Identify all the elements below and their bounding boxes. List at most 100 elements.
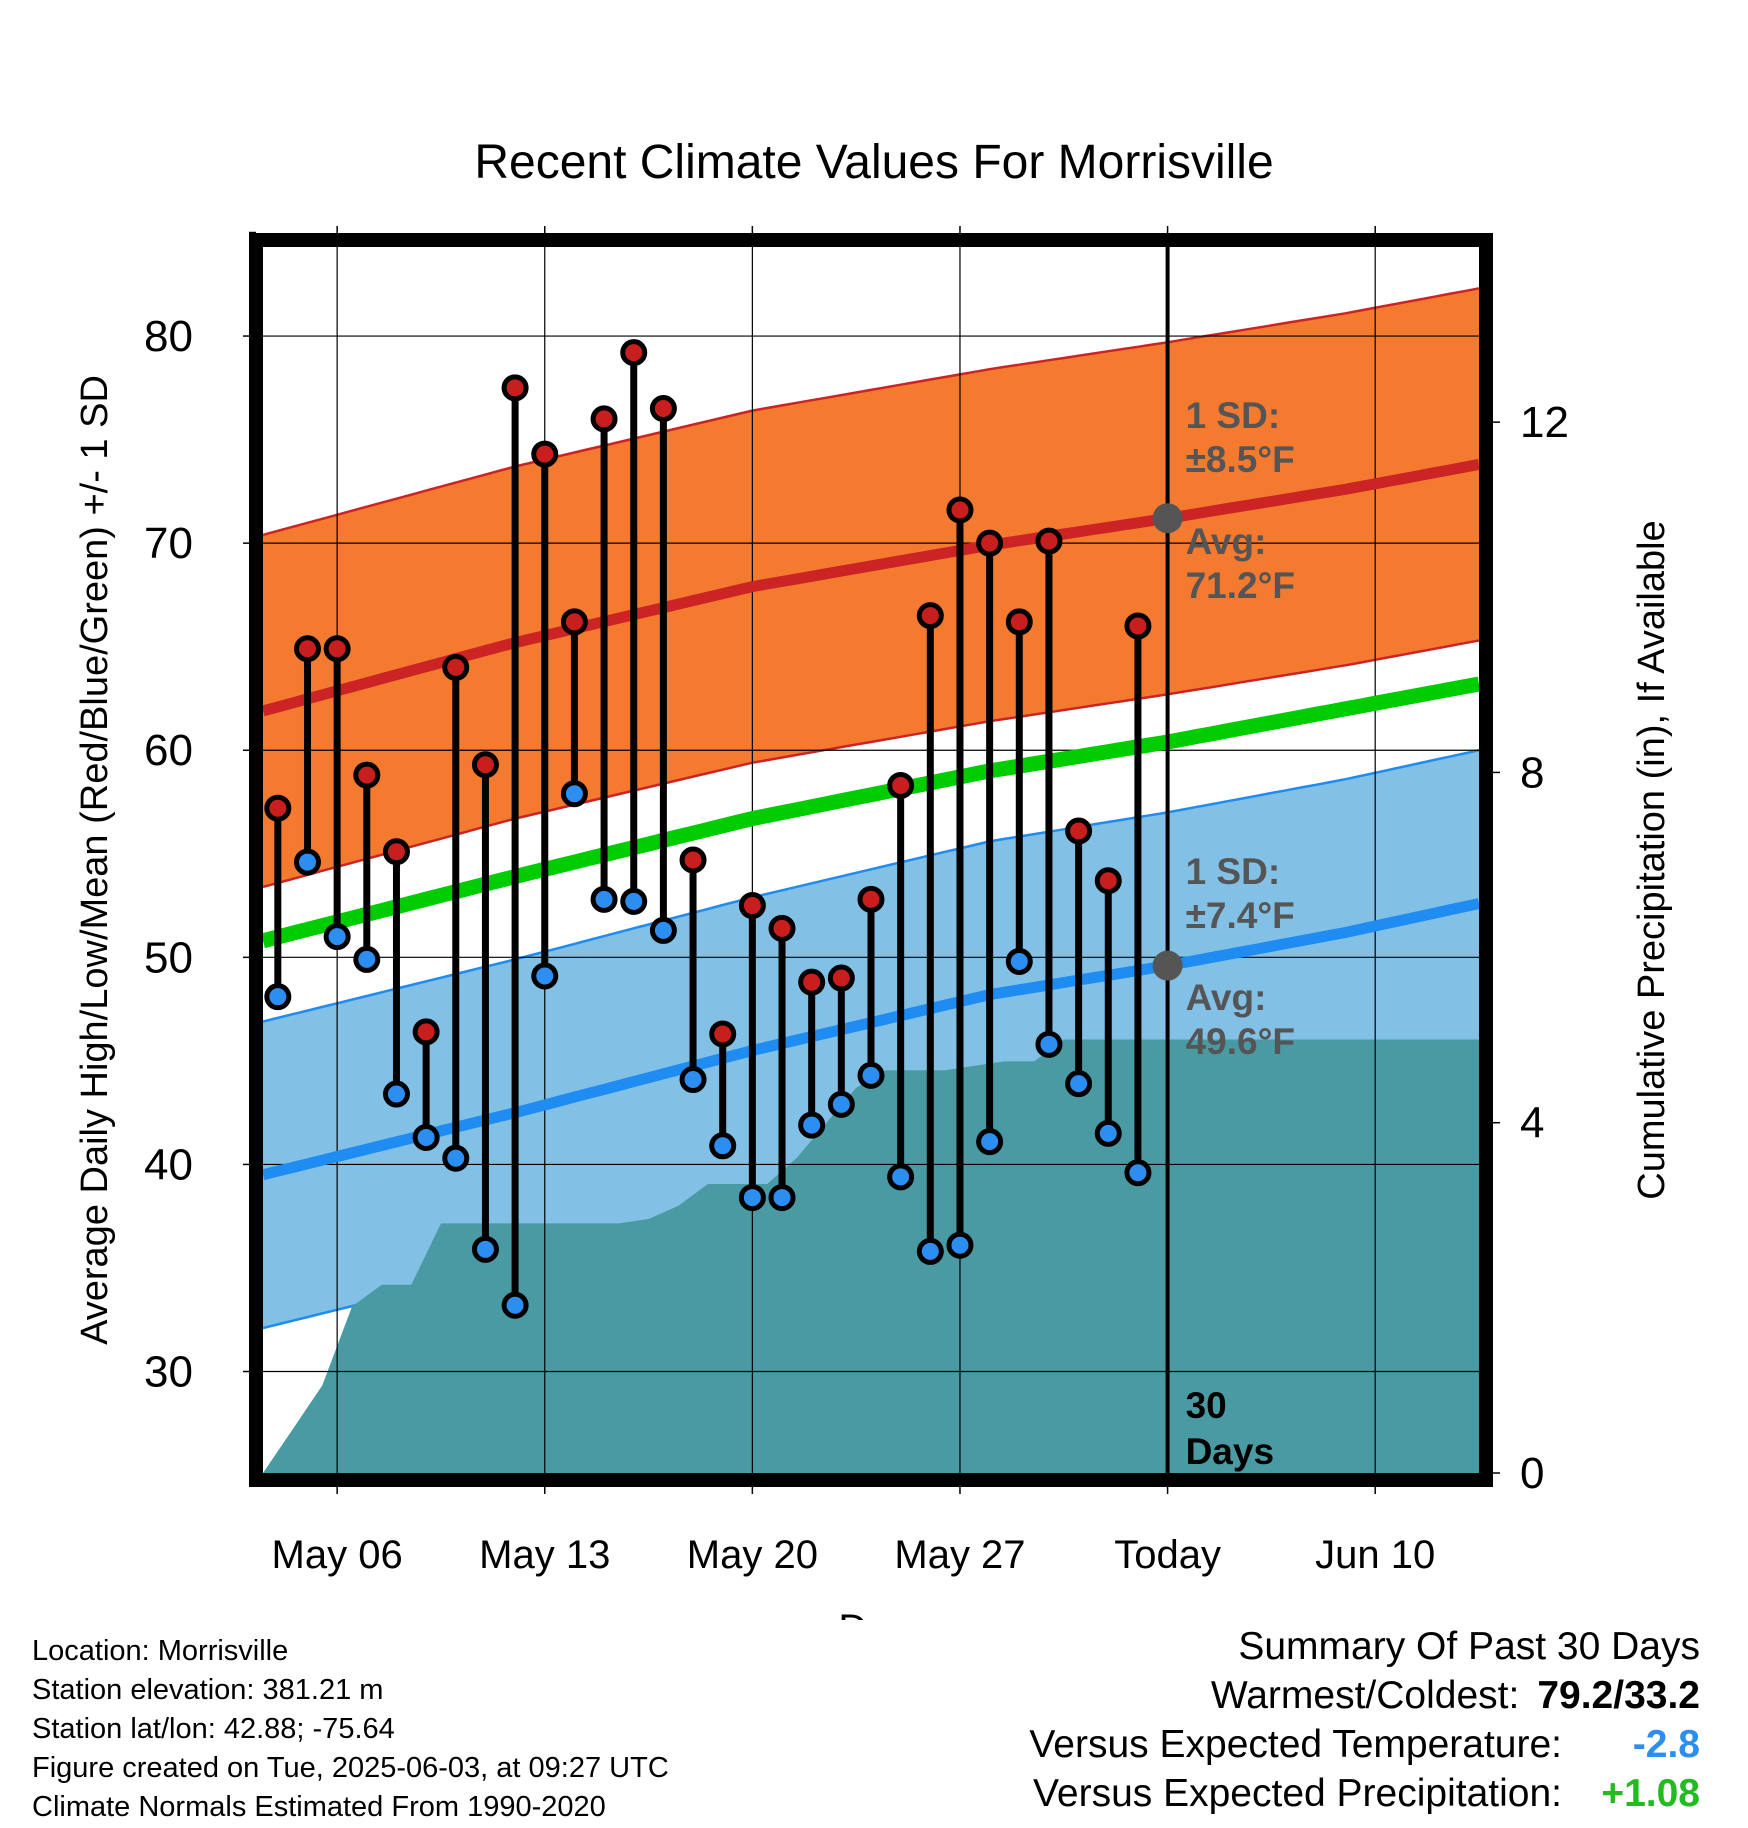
- latlon-text: Station lat/lon: 42.88; -75.64: [32, 1713, 395, 1745]
- x-tick-label: May 06: [272, 1533, 403, 1577]
- high-temp-point: [1065, 817, 1093, 845]
- high-temp-point: [946, 496, 974, 524]
- normal-high-sd-upper-line: [263, 287, 1479, 537]
- temperature-departure-label: Versus Expected Temperature:: [1029, 1723, 1562, 1766]
- low-temp-point: [1065, 1070, 1093, 1098]
- low-temp-point: [560, 780, 588, 808]
- high-temp-point: [620, 339, 648, 367]
- low-temp-point: [501, 1291, 529, 1319]
- precipitation-departure-row: Versus Expected Precipitation: +1.08: [1029, 1769, 1700, 1818]
- y-tick-label: 80: [144, 312, 193, 361]
- y2-tick-label: 8: [1520, 748, 1544, 797]
- low-temp-point: [679, 1066, 707, 1094]
- low-sd-value: ±7.4°F: [1186, 895, 1295, 936]
- normal-high-sd-band: [263, 288, 1479, 887]
- y-tick-label: 50: [144, 933, 193, 982]
- high-temp-point: [382, 838, 410, 866]
- x-axis-label: Day: [838, 1607, 909, 1620]
- high-sd-label: 1 SD:: [1186, 395, 1281, 436]
- low-temp-point: [531, 962, 559, 990]
- y2-tick-label: 4: [1520, 1099, 1544, 1148]
- low-temp-point: [412, 1124, 440, 1152]
- location-text: Location: Morrisville: [32, 1635, 289, 1667]
- temperature-departure-row: Versus Expected Temperature: -2.8: [1029, 1720, 1700, 1769]
- high-temp-point: [412, 1018, 440, 1046]
- today-markers: [1152, 503, 1183, 981]
- y2-tick-label: 0: [1520, 1449, 1544, 1498]
- x-tick-label: May 27: [894, 1533, 1025, 1577]
- plot-frame: [249, 233, 1493, 1487]
- created-text: Figure created on Tue, 2025-06-03, at 09…: [32, 1752, 669, 1784]
- y2-axis-label: Cumulative Precipitation (in), If Availa…: [1631, 520, 1673, 1199]
- low-temp-point: [649, 916, 677, 944]
- low-temp-point: [916, 1237, 944, 1265]
- normal-high-sd-lower-line: [263, 639, 1479, 889]
- high-temp-point: [679, 846, 707, 874]
- high-temp-point: [768, 914, 796, 942]
- low-temp-point: [709, 1132, 737, 1160]
- low-temp-point: [1124, 1159, 1152, 1187]
- climate-chart: Recent Climate Values For Morrisville 30…: [74, 136, 1673, 1620]
- chart-title: Recent Climate Values For Morrisville: [474, 136, 1273, 189]
- high-avg-value: 71.2°F: [1186, 565, 1295, 606]
- high-temp-point: [649, 395, 677, 423]
- low-avg-value: 49.6°F: [1186, 1021, 1295, 1062]
- low-temp-point: [323, 923, 351, 951]
- low-temp-point: [798, 1111, 826, 1139]
- high-temp-point: [264, 794, 292, 822]
- temperature-departure-value: -2.8: [1632, 1723, 1700, 1766]
- low-temp-point: [264, 983, 292, 1011]
- low-temp-point: [442, 1144, 470, 1172]
- low-sd-label: 1 SD:: [1186, 851, 1281, 892]
- y-tick-label: 70: [144, 519, 193, 568]
- normal-low-sd-upper-line: [263, 748, 1479, 1023]
- daily-range-bars: [264, 339, 1152, 1319]
- low-temp-point: [887, 1163, 915, 1191]
- high-temp-point: [590, 405, 618, 433]
- warmest-coldest-value: 79.2/33.2: [1537, 1674, 1700, 1717]
- high-temp-point: [887, 771, 915, 799]
- y-tick-label: 30: [144, 1348, 193, 1397]
- precipitation-departure-label: Versus Expected Precipitation:: [1033, 1772, 1562, 1815]
- station-info: Location: Morrisville Station elevation:…: [32, 1632, 669, 1827]
- precipitation-departure-value: +1.08: [1601, 1772, 1700, 1815]
- low-temp-point: [1035, 1030, 1063, 1058]
- today-count-unit: Days: [1186, 1431, 1274, 1472]
- low-temp-point: [293, 848, 321, 876]
- x-tick-label: Today: [1114, 1533, 1221, 1577]
- low-avg-label: Avg:: [1186, 977, 1267, 1018]
- high-temp-point: [827, 964, 855, 992]
- y-axis-label: Average Daily High/Low/Mean (Red/Blue/Gr…: [74, 375, 116, 1345]
- x-tick-label: May 13: [479, 1533, 610, 1577]
- low-temp-point: [471, 1235, 499, 1263]
- high-avg-label: Avg:: [1186, 521, 1267, 562]
- high-temp-point: [442, 653, 470, 681]
- high-temp-point: [501, 374, 529, 402]
- low-temp-point: [620, 887, 648, 915]
- low-temp-point: [738, 1184, 766, 1212]
- today-high-normal-marker: [1152, 503, 1183, 534]
- high-temp-point: [1094, 867, 1122, 895]
- low-temp-point: [382, 1080, 410, 1108]
- high-temp-point: [798, 968, 826, 996]
- y2-tick-label: 12: [1520, 398, 1569, 447]
- warmest-coldest-row: Warmest/Coldest: 79.2/33.2: [1029, 1671, 1700, 1720]
- high-temp-point: [738, 892, 766, 920]
- high-temp-point: [857, 885, 885, 913]
- high-temp-point: [293, 635, 321, 663]
- y-tick-label: 40: [144, 1140, 193, 1189]
- cumulative-precipitation-area: [263, 1039, 1479, 1473]
- high-temp-point: [1035, 527, 1063, 555]
- high-sd-value: ±8.5°F: [1186, 439, 1295, 480]
- low-temp-point: [1094, 1119, 1122, 1147]
- high-temp-point: [560, 608, 588, 636]
- high-temp-point: [976, 529, 1004, 557]
- low-temp-point: [768, 1184, 796, 1212]
- high-temp-point: [323, 635, 351, 663]
- warmest-coldest-label: Warmest/Coldest:: [1210, 1674, 1520, 1717]
- high-temp-point: [353, 761, 381, 789]
- high-temp-point: [1124, 612, 1152, 640]
- summary-panel: Summary Of Past 30 Days Warmest/Coldest:…: [1029, 1622, 1700, 1818]
- low-temp-point: [827, 1090, 855, 1118]
